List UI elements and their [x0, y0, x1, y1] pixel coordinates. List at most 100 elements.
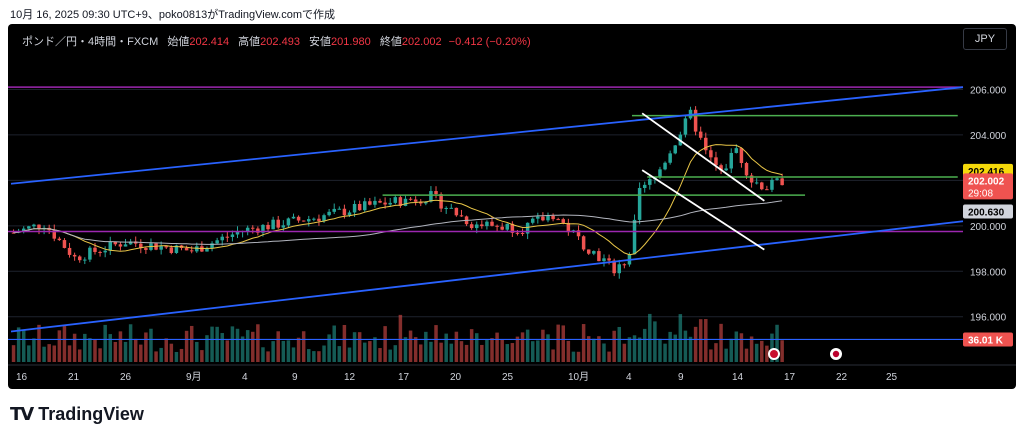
candle-body [164, 246, 168, 248]
volume-bar [408, 330, 413, 362]
volume-bar [403, 337, 408, 362]
price-chart[interactable]: 206.000204.000202.000200.000198.000196.0… [8, 24, 1016, 389]
candle-body [673, 145, 677, 154]
time-axis-label: 12 [344, 372, 356, 383]
candle-body [474, 224, 479, 229]
candle-body [245, 227, 250, 232]
time-axis-label: 9 [292, 372, 298, 383]
candle-body [332, 208, 336, 212]
currency-button[interactable]: JPY [963, 28, 1007, 50]
low-label: 安値 [309, 36, 331, 48]
volume-bar [576, 351, 581, 362]
channel-line [10, 86, 964, 185]
candle-body [118, 244, 123, 247]
candle-body [683, 118, 688, 135]
tradingview-logo[interactable]: TV TradingView [10, 404, 144, 425]
time-axis-label: 25 [886, 372, 898, 383]
volume-bar [668, 331, 672, 362]
candle-body [159, 246, 163, 250]
volume-bar [88, 338, 92, 362]
candle-body [174, 245, 179, 253]
candle-body [398, 197, 403, 206]
volume-bar [439, 342, 443, 362]
candle-body [592, 251, 596, 254]
volume-bar [184, 330, 189, 362]
candle-body [724, 168, 728, 171]
candle-body [424, 201, 428, 204]
attribution-text: 10月 16, 2025 09:30 UTC+9、poko0813がTradin… [10, 9, 335, 21]
time-axis-label: 10月 [568, 371, 589, 383]
volume-bar [597, 336, 601, 362]
price-tag-label: 202.416 [968, 167, 1005, 178]
uk-flag-icon-inner [770, 350, 778, 358]
candle-body [388, 202, 392, 205]
volume-bar [469, 329, 474, 362]
candle-body [327, 211, 331, 216]
volume-bar [77, 349, 82, 362]
chart-area[interactable]: 206.000204.000202.000200.000198.000196.0… [8, 24, 1016, 389]
volume-bar [144, 332, 148, 362]
candle-body [37, 224, 41, 229]
volume-bar [749, 336, 754, 362]
time-axis-label: 4 [242, 372, 248, 383]
volume-bar [83, 333, 87, 362]
volume-bar [317, 351, 321, 362]
volume-bar [398, 314, 403, 362]
volume-bar [363, 342, 367, 362]
time-axis-label: 22 [836, 372, 848, 383]
volume-bar [632, 335, 637, 362]
candle-body [276, 219, 280, 228]
volume-bar [139, 344, 143, 362]
volume-bar [149, 328, 153, 362]
candle-body [658, 169, 662, 178]
volume-bar [505, 344, 510, 362]
candle-body [342, 208, 347, 216]
volume-bar [754, 343, 759, 362]
time-axis-label: 26 [120, 372, 132, 383]
candle-body [357, 203, 362, 211]
candle-body [261, 224, 265, 233]
price-tag-timer: 29:08 [968, 188, 993, 199]
candle-body [235, 231, 240, 235]
volume-bar [235, 328, 240, 362]
candle-body [83, 259, 87, 261]
candle-body [220, 236, 224, 241]
volume-bar [357, 332, 362, 362]
candle-body [296, 216, 301, 221]
volume-bar [128, 324, 133, 362]
candle-body [530, 218, 535, 223]
volume-bar [617, 326, 621, 362]
volume-bar [592, 338, 596, 362]
volume-bar [480, 344, 484, 362]
candle-body [123, 244, 128, 247]
candle-body [729, 152, 733, 169]
candle-body [515, 232, 520, 234]
close-value: 202.002 [401, 36, 442, 48]
candle-body [780, 178, 784, 186]
volume-bar [454, 331, 459, 362]
volume-bar [189, 325, 194, 362]
price-tag-label: 36.01 K [968, 335, 1004, 346]
low-value: 201.980 [331, 36, 371, 48]
symbol-name[interactable]: ポンド／円・4時間・FXCM [22, 36, 159, 48]
candle-body [337, 208, 342, 210]
wedge-line [641, 112, 765, 202]
volume-bar [444, 333, 448, 362]
time-axis-label: 17 [784, 372, 796, 383]
volume-bar [327, 334, 331, 362]
volume-bar [251, 331, 255, 362]
volume-bar [261, 347, 265, 362]
candle-body [169, 247, 174, 253]
volume-bar [622, 343, 627, 362]
volume-bar [271, 341, 275, 362]
volume-bar [581, 324, 586, 362]
candle-body [637, 187, 642, 220]
volume-bar [419, 344, 423, 362]
candle-body [230, 234, 235, 237]
volume-bar [210, 326, 214, 362]
candle-body [251, 227, 255, 229]
volume-bar [658, 338, 662, 362]
volume-bar [551, 349, 555, 362]
candle-body [500, 226, 504, 230]
volume-bar [673, 334, 677, 362]
